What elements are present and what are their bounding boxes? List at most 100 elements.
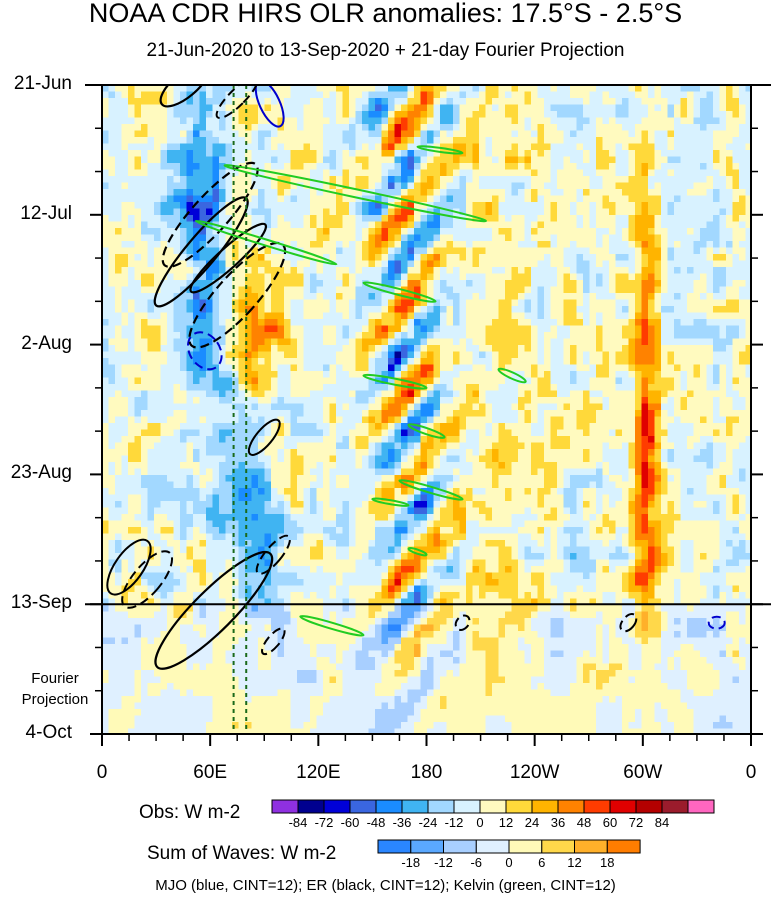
field-cell: [654, 104, 662, 112]
field-cell: [700, 215, 708, 223]
field-cell: [648, 345, 656, 353]
field-cell: [303, 215, 311, 223]
field-cell: [368, 338, 376, 346]
field-cell: [544, 351, 552, 359]
field-cell: [706, 221, 714, 229]
field-cell: [693, 85, 701, 93]
field-cell: [297, 286, 305, 294]
field-cell: [323, 111, 331, 119]
field-cell: [414, 286, 422, 294]
field-cell: [687, 98, 695, 106]
field-cell: [336, 254, 344, 262]
field-cell: [693, 299, 701, 307]
field-cell: [706, 319, 714, 327]
field-cell: [290, 176, 298, 184]
field-cell: [251, 325, 259, 333]
field-cell: [316, 124, 324, 132]
field-cell: [180, 163, 188, 171]
field-cell: [206, 377, 214, 385]
field-cell: [134, 254, 142, 262]
field-cell: [557, 345, 565, 353]
field-cell: [524, 286, 532, 294]
field-cell: [531, 267, 539, 275]
field-cell: [479, 117, 487, 125]
field-cell: [219, 150, 227, 158]
field-cell: [342, 182, 350, 190]
field-cell: [225, 358, 233, 366]
field-cell: [446, 254, 454, 262]
field-cell: [245, 150, 253, 158]
field-cell: [628, 338, 636, 346]
field-cell: [362, 143, 370, 151]
field-cell: [212, 143, 220, 151]
field-cell: [446, 98, 454, 106]
field-cell: [622, 182, 630, 190]
field-cell: [271, 351, 279, 359]
field-cell: [648, 234, 656, 242]
field-cell: [550, 364, 558, 372]
field-cell: [147, 338, 155, 346]
field-cell: [609, 403, 617, 411]
field-cell: [264, 111, 272, 119]
field-cell: [329, 117, 337, 125]
field-cell: [154, 397, 162, 405]
field-cell: [732, 241, 740, 249]
field-cell: [726, 195, 734, 203]
field-cell: [128, 208, 136, 216]
field-cell: [173, 390, 181, 398]
field-cell: [667, 176, 675, 184]
field-cell: [238, 299, 246, 307]
field-cell: [550, 130, 558, 138]
field-cell: [401, 254, 409, 262]
field-cell: [667, 137, 675, 145]
field-cell: [297, 377, 305, 385]
field-cell: [511, 332, 519, 340]
field-cell: [687, 384, 695, 392]
field-cell: [609, 332, 617, 340]
field-cell: [440, 150, 448, 158]
field-cell: [193, 137, 201, 145]
field-cell: [141, 221, 149, 229]
field-cell: [355, 306, 363, 314]
field-cell: [297, 234, 305, 242]
field-cell: [394, 241, 402, 249]
field-cell: [303, 234, 311, 242]
field-cell: [719, 390, 727, 398]
field-cell: [531, 358, 539, 366]
field-cell: [219, 345, 227, 353]
field-cell: [167, 260, 175, 268]
field-cell: [641, 293, 649, 301]
field-cell: [453, 345, 461, 353]
field-cell: [401, 351, 409, 359]
field-cell: [407, 345, 415, 353]
field-cell: [245, 156, 253, 164]
field-cell: [433, 286, 441, 294]
field-cell: [511, 111, 519, 119]
field-cell: [245, 325, 253, 333]
field-cell: [622, 228, 630, 236]
field-cell: [563, 111, 571, 119]
field-cell: [388, 267, 396, 275]
field-cell: [394, 228, 402, 236]
field-cell: [589, 364, 597, 372]
field-cell: [167, 351, 175, 359]
field-cell: [524, 364, 532, 372]
field-cell: [674, 293, 682, 301]
field-cell: [108, 338, 116, 346]
field-cell: [186, 403, 194, 411]
field-cell: [108, 228, 116, 236]
field-cell: [661, 111, 669, 119]
field-cell: [641, 286, 649, 294]
field-cell: [628, 195, 636, 203]
field-cell: [550, 338, 558, 346]
field-cell: [648, 260, 656, 268]
field-cell: [713, 189, 721, 197]
field-cell: [212, 286, 220, 294]
field-cell: [511, 228, 519, 236]
field-cell: [245, 338, 253, 346]
field-cell: [141, 319, 149, 327]
field-cell: [726, 280, 734, 288]
field-cell: [739, 195, 747, 203]
field-cell: [479, 358, 487, 366]
field-cell: [492, 241, 500, 249]
